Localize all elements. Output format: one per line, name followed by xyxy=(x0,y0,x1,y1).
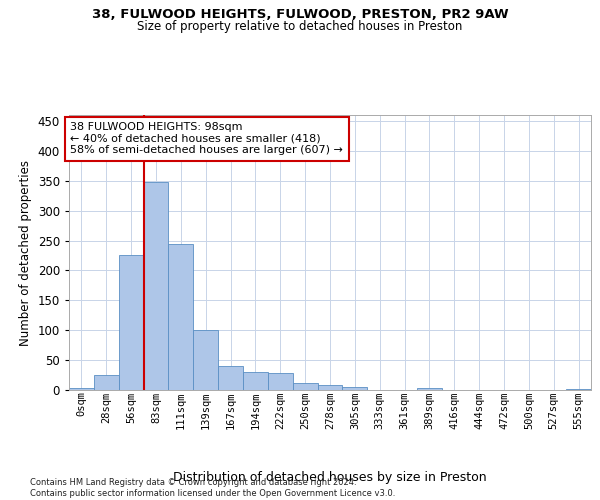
Text: 38, FULWOOD HEIGHTS, FULWOOD, PRESTON, PR2 9AW: 38, FULWOOD HEIGHTS, FULWOOD, PRESTON, P… xyxy=(92,8,508,20)
Bar xyxy=(143,182,169,390)
Bar xyxy=(193,330,218,390)
Text: Size of property relative to detached houses in Preston: Size of property relative to detached ho… xyxy=(137,20,463,33)
Bar xyxy=(417,388,442,390)
Bar xyxy=(69,388,94,390)
Text: Contains HM Land Registry data © Crown copyright and database right 2024.
Contai: Contains HM Land Registry data © Crown c… xyxy=(30,478,395,498)
Bar xyxy=(293,383,317,390)
Bar xyxy=(343,387,367,390)
Text: 38 FULWOOD HEIGHTS: 98sqm
← 40% of detached houses are smaller (418)
58% of semi: 38 FULWOOD HEIGHTS: 98sqm ← 40% of detac… xyxy=(70,122,343,156)
Bar xyxy=(268,374,293,390)
Bar xyxy=(566,389,591,390)
Bar xyxy=(243,372,268,390)
Bar xyxy=(218,366,243,390)
Bar xyxy=(119,256,143,390)
Y-axis label: Number of detached properties: Number of detached properties xyxy=(19,160,32,346)
X-axis label: Distribution of detached houses by size in Preston: Distribution of detached houses by size … xyxy=(173,470,487,484)
Bar xyxy=(169,244,193,390)
Bar xyxy=(317,384,343,390)
Bar xyxy=(94,375,119,390)
